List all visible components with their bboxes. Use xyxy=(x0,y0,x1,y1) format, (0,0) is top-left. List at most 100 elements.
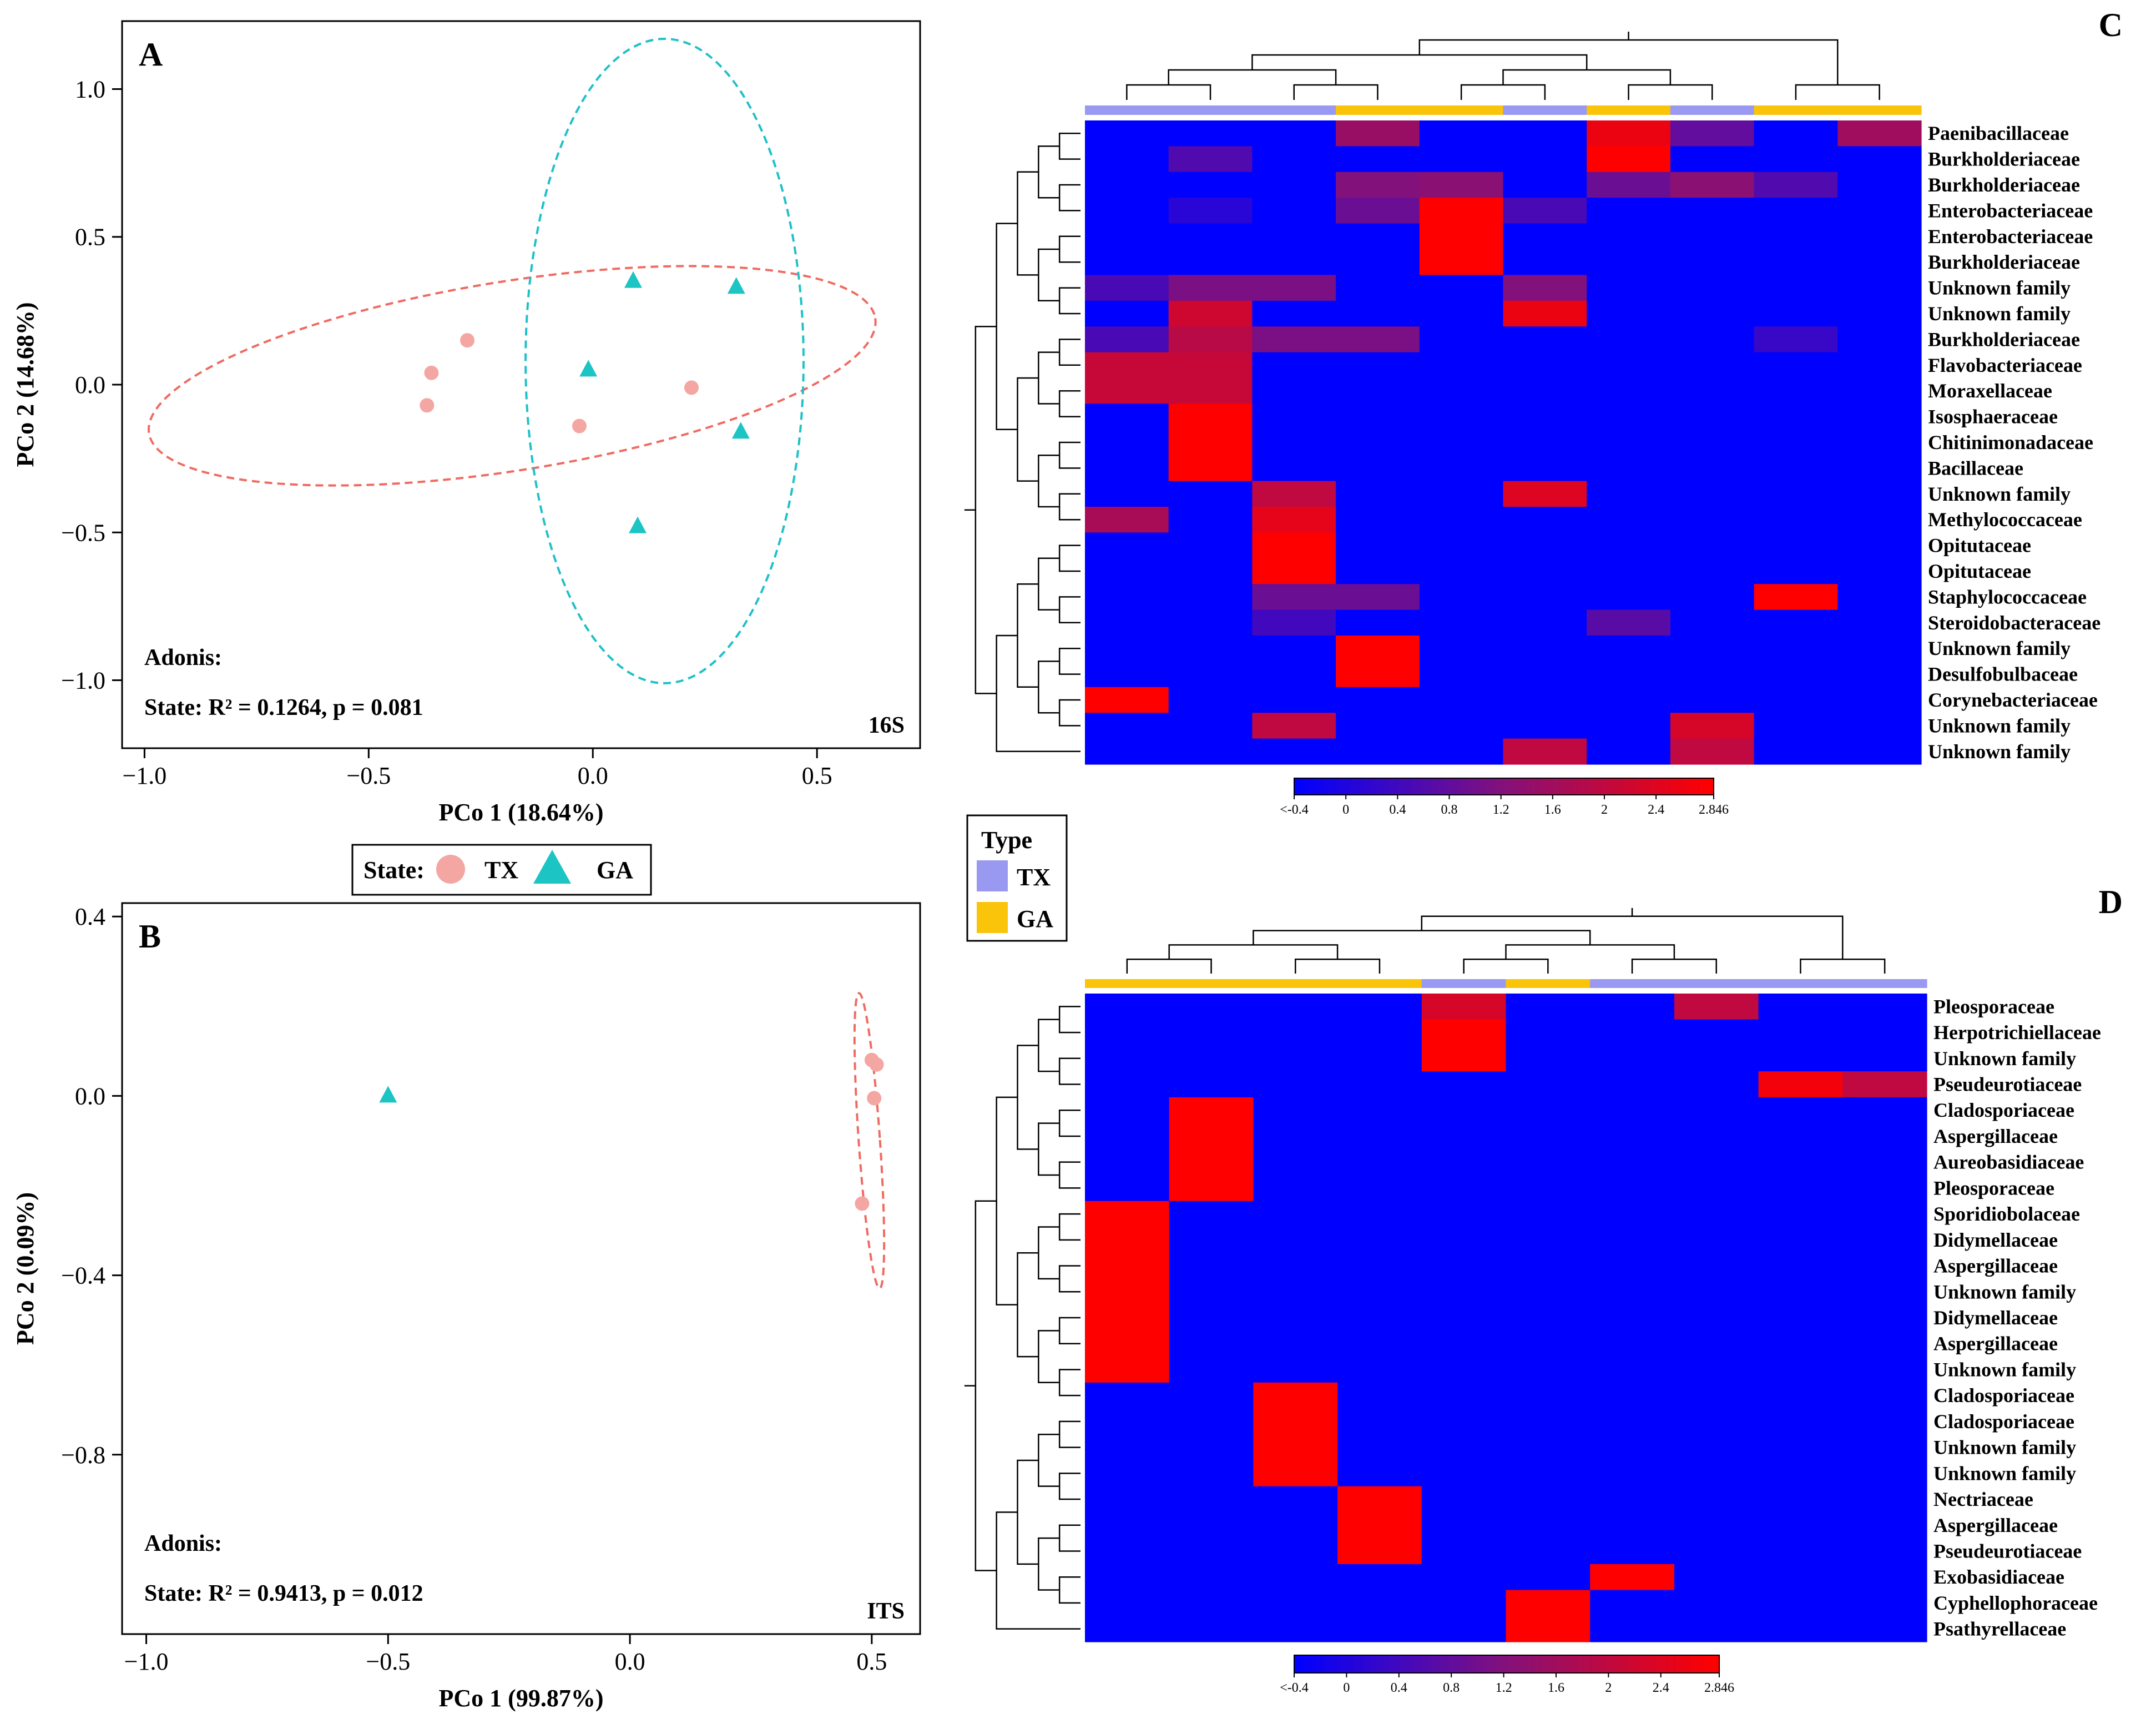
row-dendrogram-branch xyxy=(1038,145,1060,199)
heatmap-cell xyxy=(1253,1486,1338,1513)
colorbar-segment xyxy=(1427,778,1431,795)
y-tick-label: 0.0 xyxy=(75,371,105,399)
heatmap-cell xyxy=(1674,1512,1759,1539)
heatmap-cell xyxy=(1674,1201,1759,1228)
colorbar-segment xyxy=(1406,778,1410,795)
colorbar-segment xyxy=(1467,1655,1472,1673)
colorbar-segment xyxy=(1673,1655,1678,1673)
heatmap-cell xyxy=(1754,146,1838,173)
heatmap-cell xyxy=(1837,352,1922,379)
colorbar-segment xyxy=(1675,778,1679,795)
heatmap-cell xyxy=(1503,507,1587,533)
type-legend-ga-swatch xyxy=(977,902,1008,933)
row-label: Didymellaceae xyxy=(1933,1229,2058,1251)
type-legend-title: Type xyxy=(981,826,1032,854)
colorbar-segment xyxy=(1385,778,1389,795)
column-group-bar-ga xyxy=(1587,105,1671,115)
heatmap-cell xyxy=(1670,532,1755,559)
heatmap-cell xyxy=(1587,609,1671,636)
heatmap-cell xyxy=(1837,146,1922,173)
colorbar-segment xyxy=(1497,778,1501,795)
heatmap-cell xyxy=(1674,1227,1759,1253)
heatmap-cell xyxy=(1506,1434,1591,1461)
heatmap-cell xyxy=(1419,738,1504,765)
heatmap-cell xyxy=(1337,1149,1422,1176)
row-label: Nectriaceae xyxy=(1933,1488,2033,1510)
heatmap-cell xyxy=(1337,1097,1422,1124)
heatmap-cell xyxy=(1336,661,1420,688)
row-dendrogram-branch xyxy=(1058,287,1080,315)
colorbar-segment xyxy=(1357,778,1361,795)
colorbar-segment xyxy=(1647,778,1652,795)
colorbar-segment xyxy=(1486,778,1491,795)
heatmap-cell xyxy=(1168,120,1253,147)
heatmap-cell xyxy=(1590,1071,1675,1098)
heatmap-cell xyxy=(1590,1304,1675,1331)
colorbar-segment xyxy=(1397,1655,1401,1673)
heatmap-cell xyxy=(1670,146,1755,173)
heatmap-cell xyxy=(1253,1564,1338,1591)
heatmap-cell xyxy=(1252,738,1336,765)
row-label: Aureobasidiaceae xyxy=(1933,1151,2084,1173)
heatmap-cell xyxy=(1169,1278,1254,1305)
heatmap-cell xyxy=(1837,507,1922,533)
row-label: Aspergillaceae xyxy=(1933,1333,2058,1355)
colorbar-segment xyxy=(1595,1655,1599,1673)
colorbar-segment xyxy=(1400,1655,1405,1673)
heatmap-cell xyxy=(1253,1071,1338,1098)
heatmap-cell xyxy=(1336,636,1420,662)
heatmap-cell xyxy=(1168,687,1253,713)
heatmap-cell xyxy=(1587,404,1671,430)
heatmap-cell xyxy=(1754,584,1838,611)
heatmap-cell xyxy=(1670,738,1755,765)
row-dendrogram-branch xyxy=(1058,647,1080,675)
heatmap-cell xyxy=(1419,661,1504,688)
heatmap-cell xyxy=(1419,609,1504,636)
colorbar-segment xyxy=(1507,778,1512,795)
x-tick-label: −1.0 xyxy=(122,762,166,789)
colorbar-segment xyxy=(1430,778,1435,795)
colorbar-frame xyxy=(1294,778,1714,795)
colorbar-tick-label: 2.846 xyxy=(1699,803,1729,817)
heatmap-cell xyxy=(1336,558,1420,584)
row-dendrogram-branch xyxy=(1058,390,1080,417)
row-label: Bacillaceae xyxy=(1928,457,2023,479)
heatmap-cell xyxy=(1670,661,1755,688)
heatmap-cell xyxy=(1587,455,1671,482)
heatmap-cell xyxy=(1337,1538,1422,1565)
heatmap-cell xyxy=(1085,429,1169,456)
colorbar-segment xyxy=(1514,778,1518,795)
heatmap-cell xyxy=(1503,223,1587,250)
colorbar-segment xyxy=(1616,1655,1621,1673)
colorbar-segment xyxy=(1703,778,1708,795)
y-tick-label: 0.0 xyxy=(75,1082,105,1110)
colorbar-segment xyxy=(1594,778,1599,795)
heatmap-cell xyxy=(1085,326,1169,353)
row-label: Flavobacteriaceae xyxy=(1928,354,2082,376)
heatmap-cell xyxy=(1336,507,1420,533)
row-label: Corynebacteriaceae xyxy=(1928,689,2098,711)
heatmap-cell xyxy=(1421,1278,1507,1305)
column-group-bar-ga xyxy=(1169,979,1254,988)
colorbar-segment xyxy=(1549,778,1553,795)
row-label: Unknown family xyxy=(1933,1358,2076,1380)
colorbar-tick-label: 0 xyxy=(1342,803,1349,817)
heatmap-cell xyxy=(1252,455,1336,482)
colorbar-segment xyxy=(1500,778,1504,795)
heatmap-cell xyxy=(1758,1045,1843,1072)
colorbar-segment xyxy=(1677,1655,1681,1673)
heatmap-cell xyxy=(1085,1201,1170,1228)
y-axis-label: PCo 2 (0.09%) xyxy=(12,1192,39,1345)
colorbar-segment xyxy=(1458,778,1463,795)
row-label: Burkholderiaceae xyxy=(1928,148,2080,170)
heatmap-cell xyxy=(1421,1408,1507,1435)
heatmap-cell xyxy=(1336,687,1420,713)
colorbar-segment xyxy=(1294,778,1299,795)
heatmap-cell xyxy=(1506,1564,1591,1591)
colorbar-segment xyxy=(1532,778,1536,795)
colorbar-segment xyxy=(1546,1655,1550,1673)
heatmap-cell xyxy=(1506,1590,1591,1616)
colorbar-tick-label: 0.8 xyxy=(1441,803,1457,817)
row-label: Opitutaceae xyxy=(1928,535,2031,557)
row-label: Burkholderiaceae xyxy=(1928,251,2080,273)
